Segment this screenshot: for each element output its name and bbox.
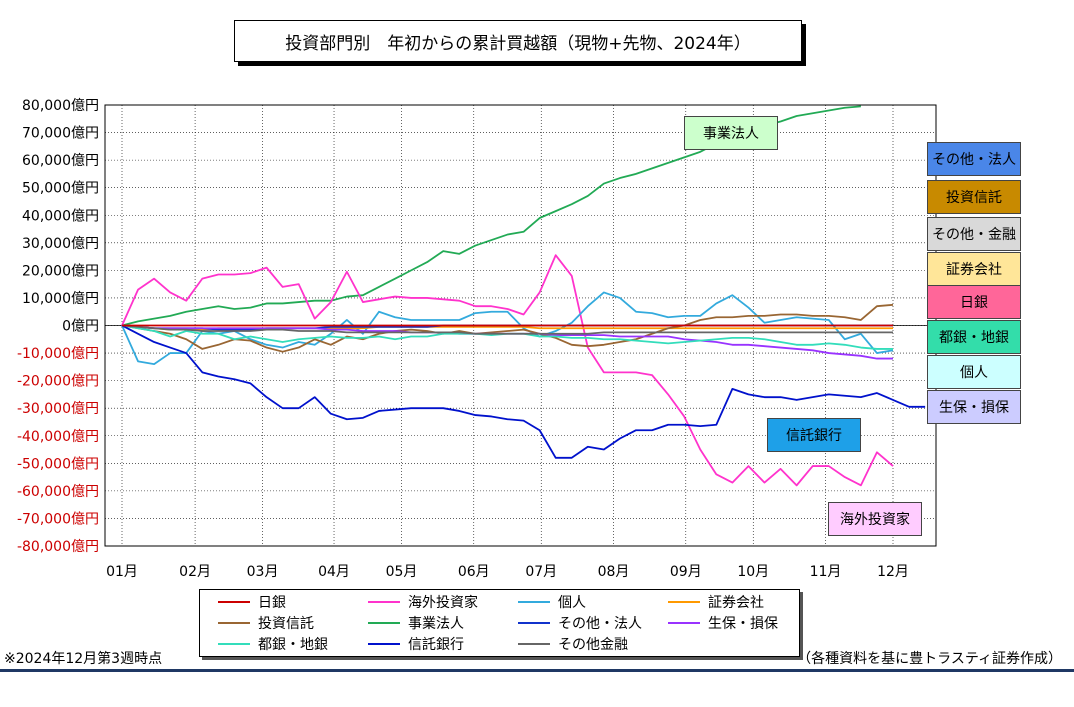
legend-label: 都銀・地銀 xyxy=(258,637,328,653)
legend-item-shoken: 証券会社 xyxy=(668,592,764,612)
x-tick-label: 10月 xyxy=(737,564,769,580)
series-label-seiho: 生保・損保 xyxy=(927,390,1021,424)
series-label-jigyo: 事業法人 xyxy=(684,116,778,150)
y-tick-label: -70,000億円 xyxy=(17,511,99,527)
legend-item-kaigai: 海外投資家 xyxy=(368,592,478,612)
legend-label: その他金融 xyxy=(558,637,628,653)
y-tick-label: 70,000億円 xyxy=(22,126,99,142)
y-tick-label: -80,000億円 xyxy=(17,539,99,555)
legend-swatch xyxy=(518,643,550,645)
line-chart: 80,000億円 70,000億円 60,000億円 50,000億円 40,000億円… xyxy=(17,98,937,580)
y-tick-label: 20,000億円 xyxy=(22,263,99,279)
y-tick-label: -20,000億円 xyxy=(17,374,99,390)
footnote-date: ※2024年12月第3週時点 xyxy=(4,651,163,667)
series-line-shintaku xyxy=(121,324,926,459)
series-label-shintaku: 信託銀行 xyxy=(767,418,861,452)
series-line-sonota_kinyu xyxy=(121,324,893,335)
legend-label: 海外投資家 xyxy=(408,595,478,611)
x-tick-label: 06月 xyxy=(458,564,490,580)
series-label-shoken: 証券会社 xyxy=(927,252,1021,286)
legend-swatch xyxy=(218,622,250,624)
x-tick-label: 02月 xyxy=(179,564,211,580)
legend-item-toginchigin: 都銀・地銀 xyxy=(218,634,328,654)
legend: 日銀 海外投資家 個人 証券会社投資信託 事業法人 その他・法人 生保・損保都銀・地銀 信託銀… xyxy=(199,589,800,657)
legend-label: 投資信託 xyxy=(258,616,314,632)
y-tick-label: 50,000億円 xyxy=(22,181,99,197)
legend-label: 個人 xyxy=(558,595,586,611)
y-tick-label: -50,000億円 xyxy=(17,456,99,472)
bottom-rule xyxy=(0,669,1074,672)
legend-item-toshin: 投資信託 xyxy=(218,613,314,633)
y-tick-label: 0億円 xyxy=(62,319,99,335)
x-tick-label: 03月 xyxy=(247,564,279,580)
y-tick-label: 30,000億円 xyxy=(22,236,99,252)
y-tick-label: -10,000億円 xyxy=(17,346,99,362)
legend-swatch xyxy=(368,643,400,645)
y-tick-label: -60,000億円 xyxy=(17,484,99,500)
x-tick-label: 04月 xyxy=(318,564,350,580)
legend-label: その他・法人 xyxy=(558,616,642,632)
x-tick-label: 07月 xyxy=(525,564,557,580)
legend-label: 日銀 xyxy=(258,595,286,611)
x-tick-label: 05月 xyxy=(386,564,418,580)
legend-swatch xyxy=(518,601,550,603)
legend-item-shintaku: 信託銀行 xyxy=(368,634,464,654)
legend-item-sonota_hojin: その他・法人 xyxy=(518,613,642,633)
series-label-sonota_hojin: その他・法人 xyxy=(927,142,1021,176)
legend-swatch xyxy=(368,622,400,624)
x-tick-label: 01月 xyxy=(106,564,138,580)
legend-swatch xyxy=(518,622,550,624)
series-line-kojin xyxy=(121,291,894,365)
legend-swatch xyxy=(668,622,700,624)
legend-label: 事業法人 xyxy=(408,616,464,632)
y-tick-label: 80,000億円 xyxy=(22,98,99,114)
legend-swatch xyxy=(218,601,250,603)
series-label-nichigin: 日銀 xyxy=(927,285,1021,319)
series-line-kaigai xyxy=(121,254,894,487)
legend-swatch xyxy=(368,601,400,603)
x-tick-label: 12月 xyxy=(877,564,909,580)
footnote-source: （各種資料を基に豊トラスティ証券作成） xyxy=(797,651,1062,667)
legend-item-sonota_kinyu: その他金融 xyxy=(518,634,628,654)
series-label-toshin: 投資信託 xyxy=(927,180,1021,214)
x-tick-label: 11月 xyxy=(810,564,842,580)
y-tick-label: 60,000億円 xyxy=(22,153,99,169)
legend-item-jigyo: 事業法人 xyxy=(368,613,464,633)
legend-label: 信託銀行 xyxy=(408,637,464,653)
series-label-toginchigin: 都銀・地銀 xyxy=(927,320,1021,354)
legend-label: 生保・損保 xyxy=(708,616,778,632)
series-label-sonota_kinyu: その他・金融 xyxy=(927,217,1021,251)
series-label-kaigai: 海外投資家 xyxy=(828,502,922,536)
series-line-toshin xyxy=(121,303,894,353)
y-tick-label: -40,000億円 xyxy=(17,429,99,445)
legend-swatch xyxy=(218,643,250,645)
series-label-kojin: 個人 xyxy=(927,355,1021,389)
x-tick-label: 09月 xyxy=(670,564,702,580)
chart-title: 投資部門別 年初からの累計買越額（現物+先物、2024年） xyxy=(234,20,802,62)
x-tick-label: 08月 xyxy=(598,564,630,580)
legend-item-kojin: 個人 xyxy=(518,592,586,612)
legend-item-nichigin: 日銀 xyxy=(218,592,286,612)
legend-label: 証券会社 xyxy=(708,595,764,611)
y-tick-label: 10,000億円 xyxy=(22,291,99,307)
y-tick-label: -30,000億円 xyxy=(17,401,99,417)
legend-swatch xyxy=(668,601,700,603)
y-tick-label: 40,000億円 xyxy=(22,208,99,224)
legend-item-seiho: 生保・損保 xyxy=(668,613,778,633)
